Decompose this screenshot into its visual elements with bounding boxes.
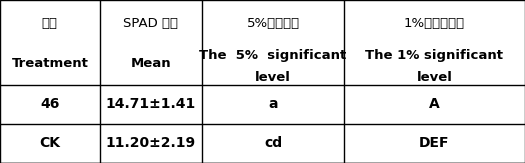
Text: level: level — [255, 71, 291, 84]
Text: The 1% significant: The 1% significant — [365, 49, 503, 62]
Text: A: A — [429, 97, 440, 111]
Text: level: level — [416, 71, 453, 84]
Text: CK: CK — [39, 136, 60, 150]
Text: Mean: Mean — [131, 57, 171, 70]
Text: 1%极显著水平: 1%极显著水平 — [404, 17, 465, 30]
Text: Treatment: Treatment — [12, 57, 88, 70]
Text: cd: cd — [264, 136, 282, 150]
Text: DEF: DEF — [419, 136, 450, 150]
Text: 5%显著水平: 5%显著水平 — [246, 17, 300, 30]
Text: a: a — [268, 97, 278, 111]
Text: The  5%  significant: The 5% significant — [200, 49, 346, 62]
Text: 处理: 处理 — [42, 17, 58, 30]
Text: SPAD 均值: SPAD 均值 — [123, 17, 179, 30]
Text: 11.20±2.19: 11.20±2.19 — [106, 136, 196, 150]
Text: 46: 46 — [40, 97, 59, 111]
Text: 14.71±1.41: 14.71±1.41 — [106, 97, 196, 111]
